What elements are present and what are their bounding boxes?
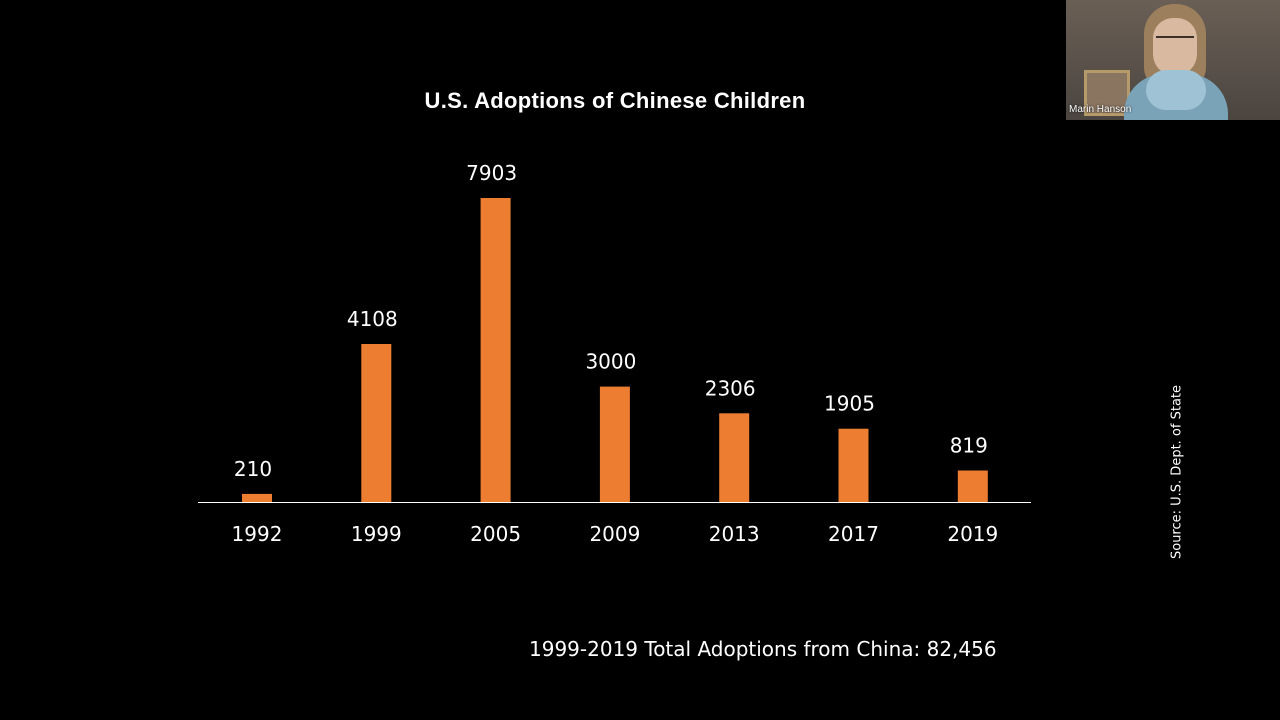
- x-tick-label-2017: 2017: [828, 522, 879, 546]
- bar-1992: [242, 493, 272, 502]
- glasses-icon: [1156, 36, 1194, 48]
- picture-frame-background: [1084, 70, 1130, 116]
- bar-2009: [599, 386, 630, 502]
- x-tick-label-2019: 2019: [947, 522, 998, 546]
- bar-2005: [480, 198, 511, 502]
- bar-1999: [361, 344, 392, 502]
- scarf-icon: [1146, 70, 1206, 110]
- participant-face: [1153, 18, 1197, 76]
- x-tick-label-2013: 2013: [709, 522, 760, 546]
- chart-title: U.S. Adoptions of Chinese Children: [424, 88, 806, 113]
- value-label-2009: 3000: [585, 350, 636, 374]
- x-tick-label-1992: 1992: [232, 522, 283, 546]
- participant-video-tile[interactable]: Marin Hanson: [1066, 0, 1280, 120]
- x-tick-label-2009: 2009: [589, 522, 640, 546]
- x-tick-label-2005: 2005: [470, 522, 521, 546]
- bar-2017: [838, 428, 869, 502]
- source-note: Source: U.S. Dept. of State: [1169, 384, 1185, 560]
- value-label-1999: 4108: [347, 307, 398, 331]
- total-adoptions-note: 1999-2019 Total Adoptions from China: 82…: [529, 637, 997, 661]
- value-label-2005: 7903: [466, 161, 517, 185]
- bar-2013: [719, 413, 750, 502]
- value-label-1992: 210: [234, 457, 272, 481]
- participant-name: Marin Hanson: [1069, 104, 1132, 115]
- value-label-2017: 1905: [824, 392, 875, 416]
- bar-2019: [957, 470, 988, 502]
- value-label-2019: 819: [950, 434, 988, 458]
- value-label-2013: 2306: [705, 376, 756, 400]
- x-tick-label-1999: 1999: [351, 522, 402, 546]
